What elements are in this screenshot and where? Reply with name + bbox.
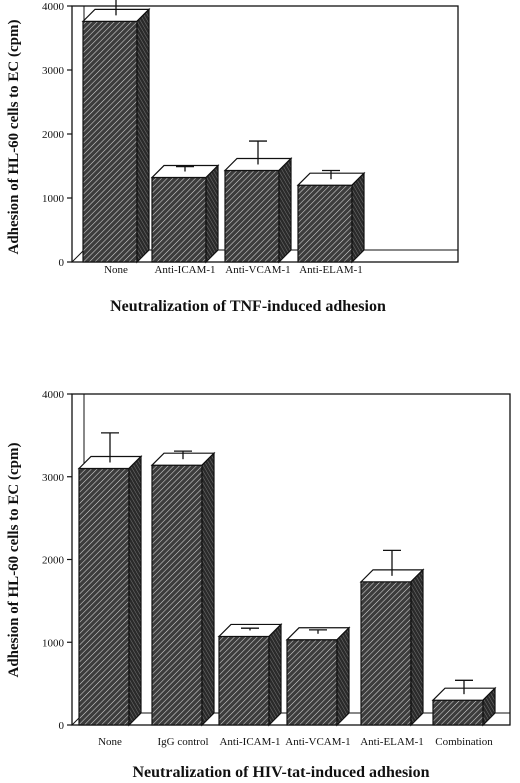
category-label: Anti-ICAM-1 [154,264,215,276]
bar-side [268,623,282,727]
bar-side [410,568,424,727]
chart-2: 0 1000 2000 3000 4000 None IgG control Anti-ICA… [6,389,511,781]
chart-1: 0 1000 2000 3000 4000 None Anti-ICAM-1 Anti-VCA… [6,0,459,315]
category-label: Anti-VCAM-1 [285,736,350,748]
category-label: Anti-ICAM-1 [219,736,280,748]
bar-side [336,626,350,727]
category-label: IgG control [157,736,208,748]
bar [360,581,412,726]
bar-side [201,451,215,727]
y-tick-label: 3000 [42,472,65,484]
y-tick-label: 0 [59,257,65,269]
category-label: Combination [435,736,493,748]
bar-side [278,157,292,264]
bar [151,464,203,726]
bar [82,20,138,263]
bar [151,176,207,263]
y-tick-label: 0 [59,720,65,732]
category-label: None [98,736,122,748]
y-tick-label: 2000 [42,555,65,567]
bar-side [136,7,150,264]
y-axis-title: Adhesion of HL-60 cells to EC (cpm) [6,443,22,678]
bar-side [482,686,496,727]
y-axis-title: Adhesion of HL-60 cells to EC (cpm) [6,20,22,255]
y-tick-label: 4000 [42,389,65,401]
bar [286,639,338,726]
category-label: None [104,264,128,276]
bar [218,635,270,726]
category-label: Anti-VCAM-1 [225,264,290,276]
y-tick-label: 4000 [42,1,65,13]
category-label: Anti-ELAM-1 [299,264,363,276]
bar [297,184,353,263]
y-tick-label: 3000 [42,65,65,77]
plot-floor-edge [71,249,85,263]
y-tick-label: 1000 [42,637,65,649]
category-label: Anti-ELAM-1 [360,736,424,748]
x-axis-title: Neutralization of TNF-induced adhesion [110,298,386,315]
bar [224,169,280,263]
y-tick-label: 1000 [42,193,65,205]
bar [78,467,130,726]
x-axis-title: Neutralization of HIV-tat-induced adhesi… [132,764,429,781]
bar-side [128,455,142,727]
bar [432,699,484,726]
y-tick-label: 2000 [42,129,65,141]
bar-side [205,164,219,264]
bar-side [351,171,365,264]
